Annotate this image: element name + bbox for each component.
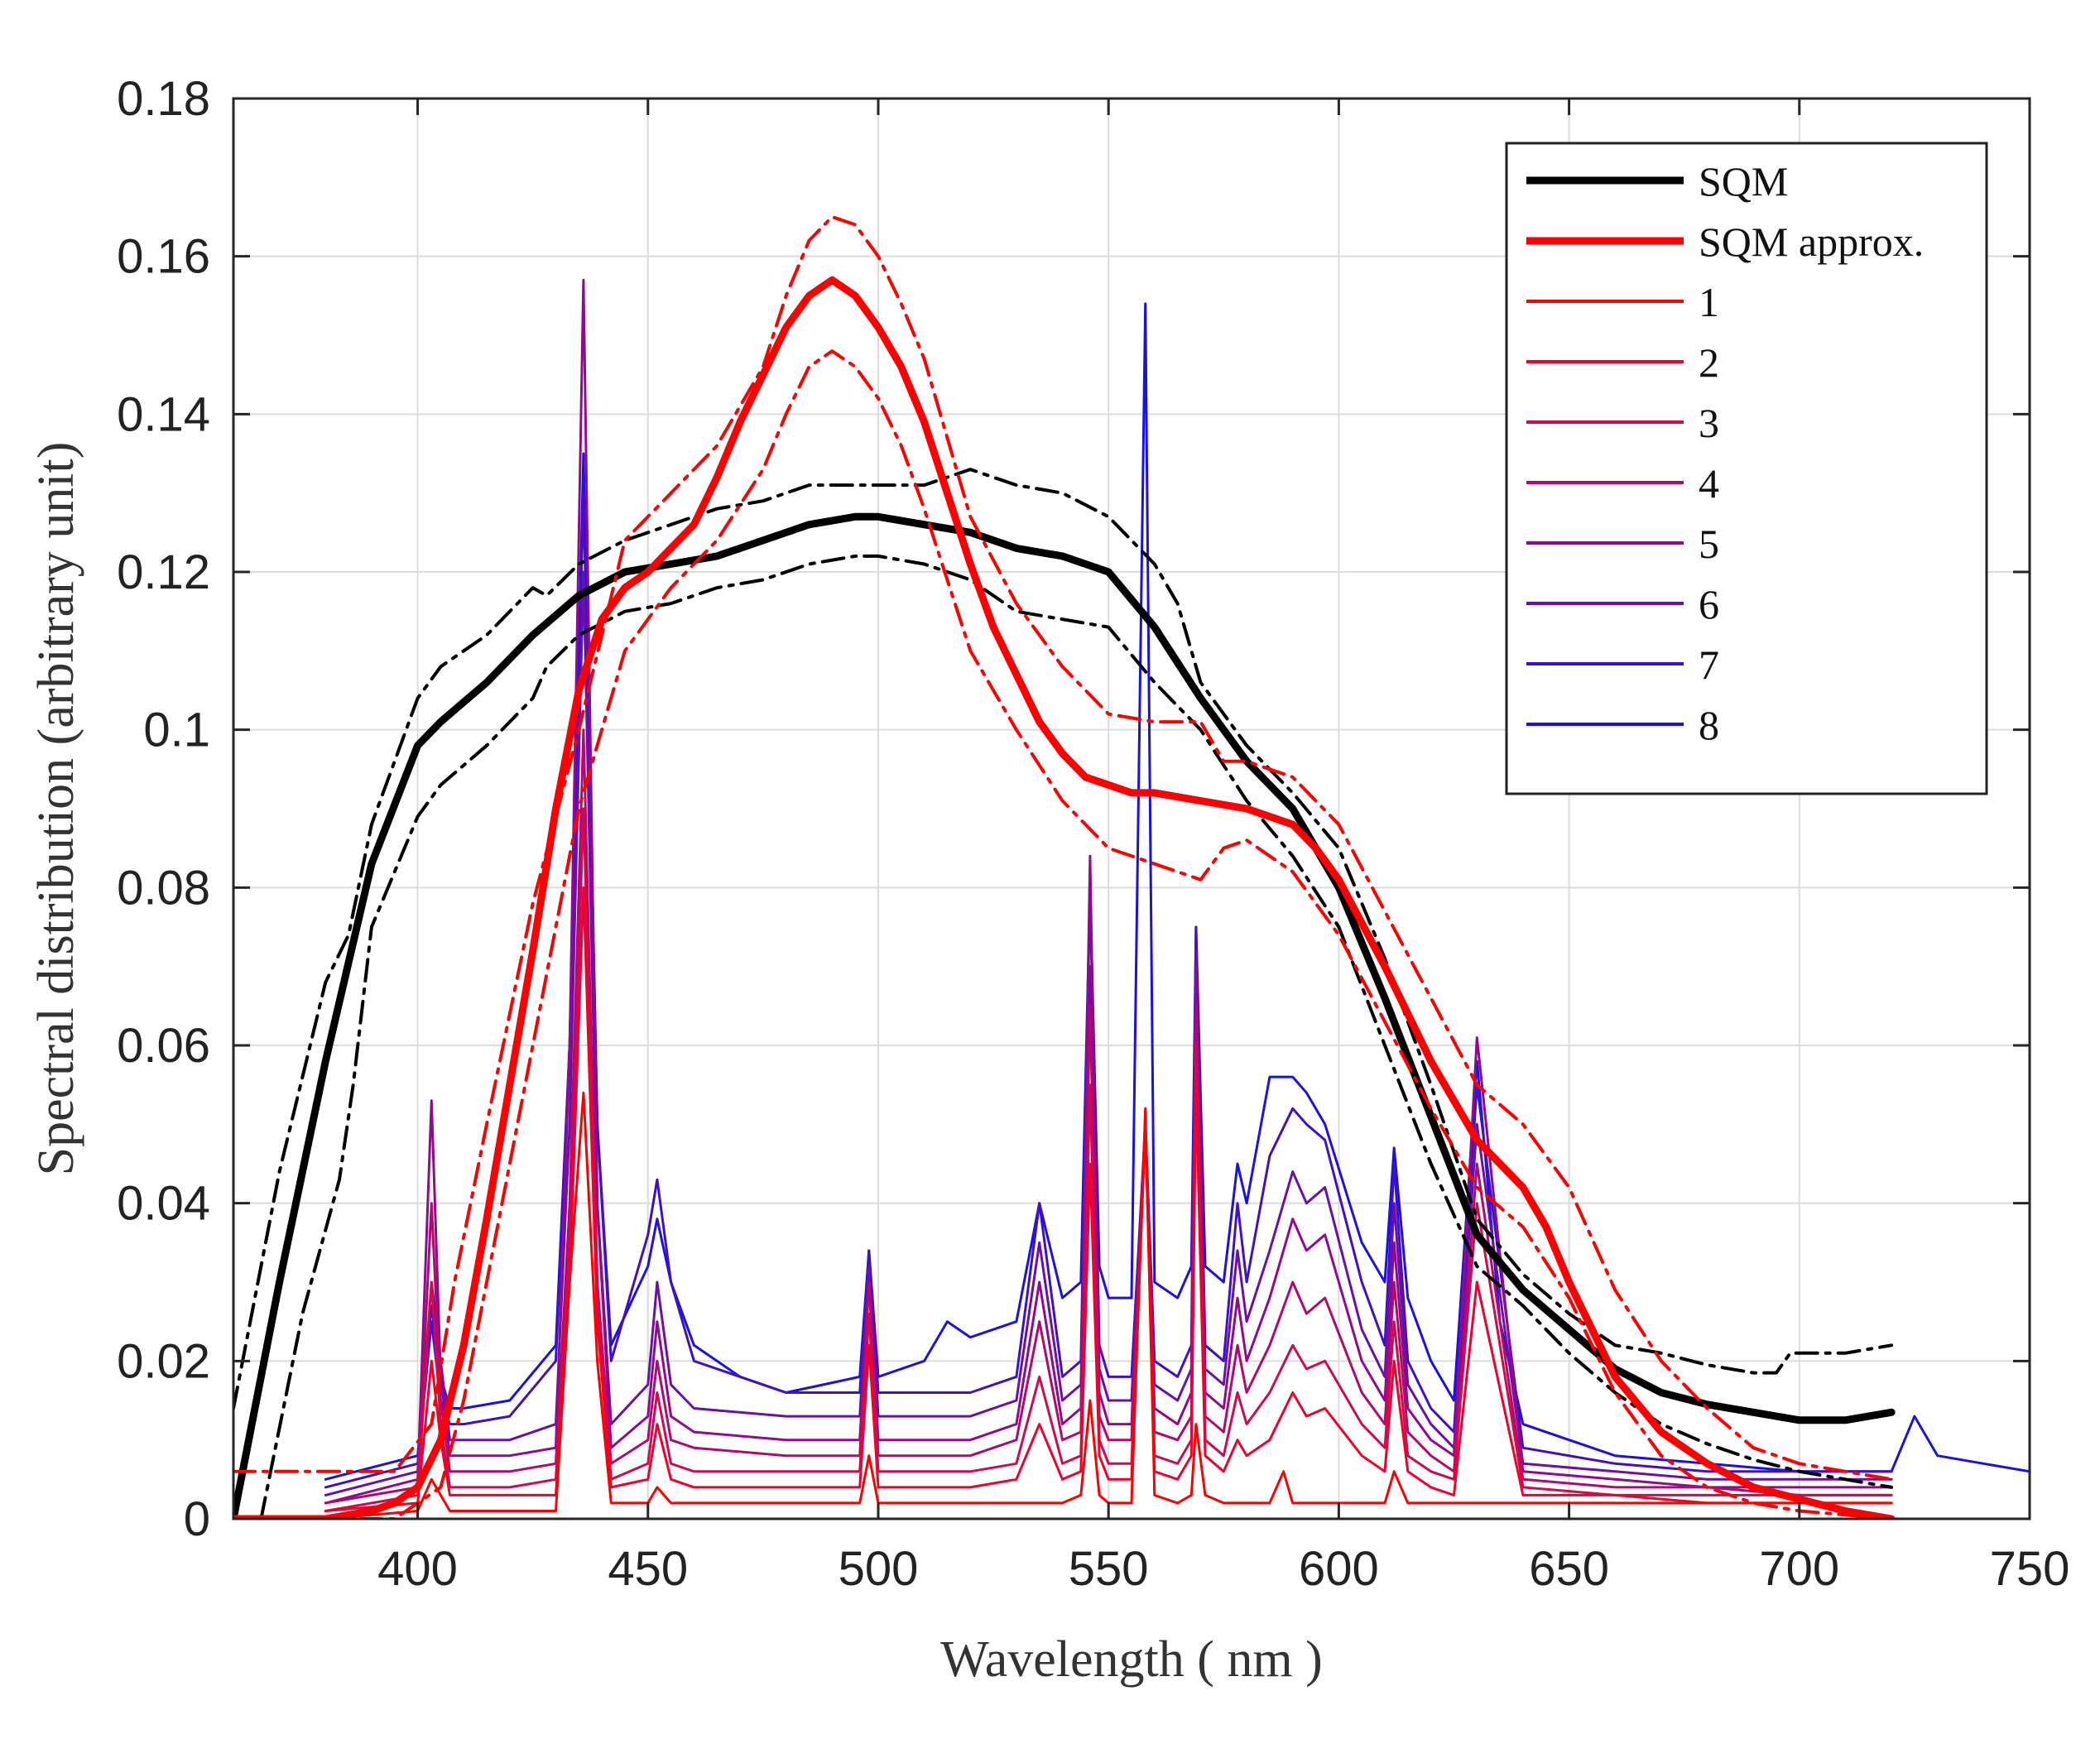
- x-tick-label: 650: [1529, 1542, 1609, 1596]
- y-tick-label: 0.16: [117, 230, 210, 284]
- y-axis-ticks: 0 0.02 0.04 0.06 0.08 0.1 0.12 0.14 0.16 0.18: [117, 72, 2030, 1546]
- x-axis-label: Wavelength ( nm ): [940, 1631, 1323, 1688]
- legend-label: SQM approx.: [1699, 219, 1924, 265]
- legend-label: 4: [1699, 460, 1719, 507]
- x-tick-label: 500: [839, 1542, 919, 1596]
- legend-label: SQM: [1699, 158, 1788, 204]
- x-tick-label: 450: [608, 1542, 688, 1596]
- legend-label: 8: [1699, 702, 1719, 748]
- series-line-2: [324, 886, 1893, 1512]
- legend-box: [1505, 142, 1988, 795]
- y-tick-label: 0.12: [117, 545, 210, 599]
- legend-label: 6: [1699, 581, 1719, 627]
- series-line-sqm-lower: [259, 554, 1894, 1519]
- series-line-sqm-approx: [233, 276, 1896, 1519]
- series-line-sqm-approx-upper: [233, 215, 1894, 1482]
- legend-label: 2: [1699, 339, 1719, 386]
- legend: SQM SQM approx. 1 2 3 4 5 6 7 8: [1505, 142, 1988, 795]
- legend-label: 1: [1699, 279, 1719, 325]
- x-tick-label: 700: [1759, 1542, 1839, 1596]
- x-tick-label: 400: [377, 1542, 458, 1596]
- legend-label: 5: [1699, 521, 1719, 567]
- y-tick-label: 0.18: [117, 72, 210, 126]
- y-tick-label: 0.02: [117, 1334, 210, 1388]
- y-tick-label: 0.04: [117, 1177, 210, 1231]
- series-line-1: [324, 1091, 1893, 1519]
- x-tick-label: 550: [1069, 1542, 1149, 1596]
- data-series: [233, 215, 2030, 1519]
- x-tick-label: 750: [1990, 1542, 2070, 1596]
- legend-label: 3: [1699, 400, 1719, 446]
- x-axis-ticks: 400 450 500 550 600 650 700 750: [377, 98, 2069, 1596]
- y-tick-label: 0.06: [117, 1019, 210, 1073]
- x-tick-label: 600: [1299, 1542, 1379, 1596]
- y-axis-label: Spectral distribution (arbitrary unit): [28, 442, 84, 1176]
- y-tick-label: 0.08: [117, 861, 210, 915]
- y-tick-label: 0: [184, 1492, 210, 1546]
- series-line-sqm-approx-lower: [233, 349, 1894, 1519]
- y-tick-label: 0.1: [143, 704, 210, 757]
- legend-label: 7: [1699, 641, 1719, 688]
- series-line-sqm-upper: [233, 468, 1894, 1410]
- y-tick-label: 0.14: [117, 387, 210, 441]
- axes-box: [232, 97, 2031, 1520]
